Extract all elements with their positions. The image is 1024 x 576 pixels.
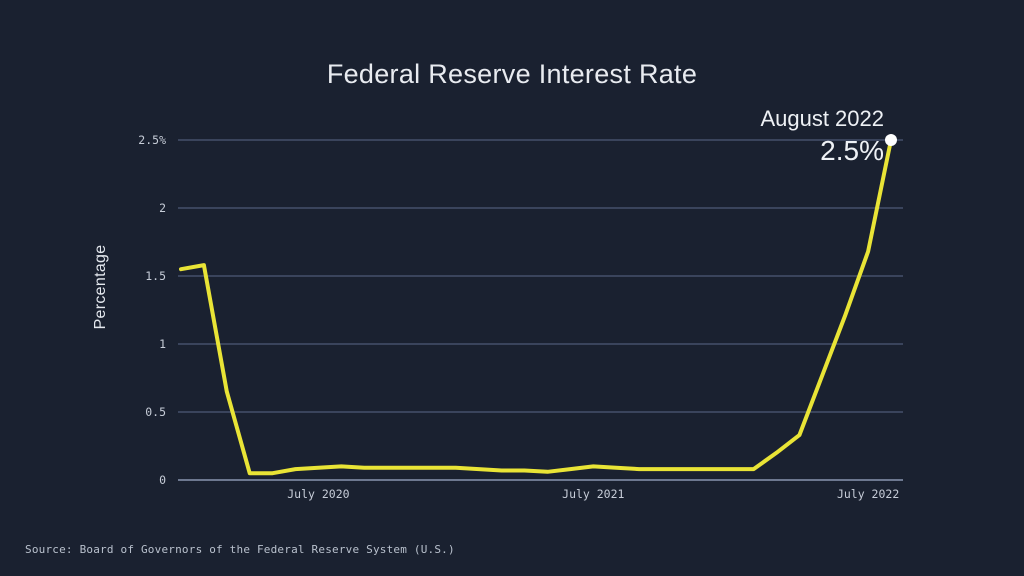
y-tick-label: 2 [159,201,166,215]
end-point-annotation: August 2022 2.5% [760,106,884,168]
source-note: Source: Board of Governors of the Federa… [25,543,455,556]
y-tick-label: 2.5% [138,133,166,147]
y-tick-label: 0.5 [145,405,166,419]
annotation-date: August 2022 [760,106,884,131]
y-tick-label: 0 [159,473,166,487]
chart-title: Federal Reserve Interest Rate [326,59,698,89]
y-tick-label: 1.5 [145,269,166,283]
annotation-value: 2.5% [820,135,884,167]
x-tick-label: July 2021 [562,487,625,501]
x-tick-label: July 2020 [287,487,350,501]
y-tick-label: 1 [159,337,166,351]
interest-rate-line [179,138,893,476]
x-tick-label: July 2022 [836,487,900,501]
end-point-dot [885,134,897,146]
